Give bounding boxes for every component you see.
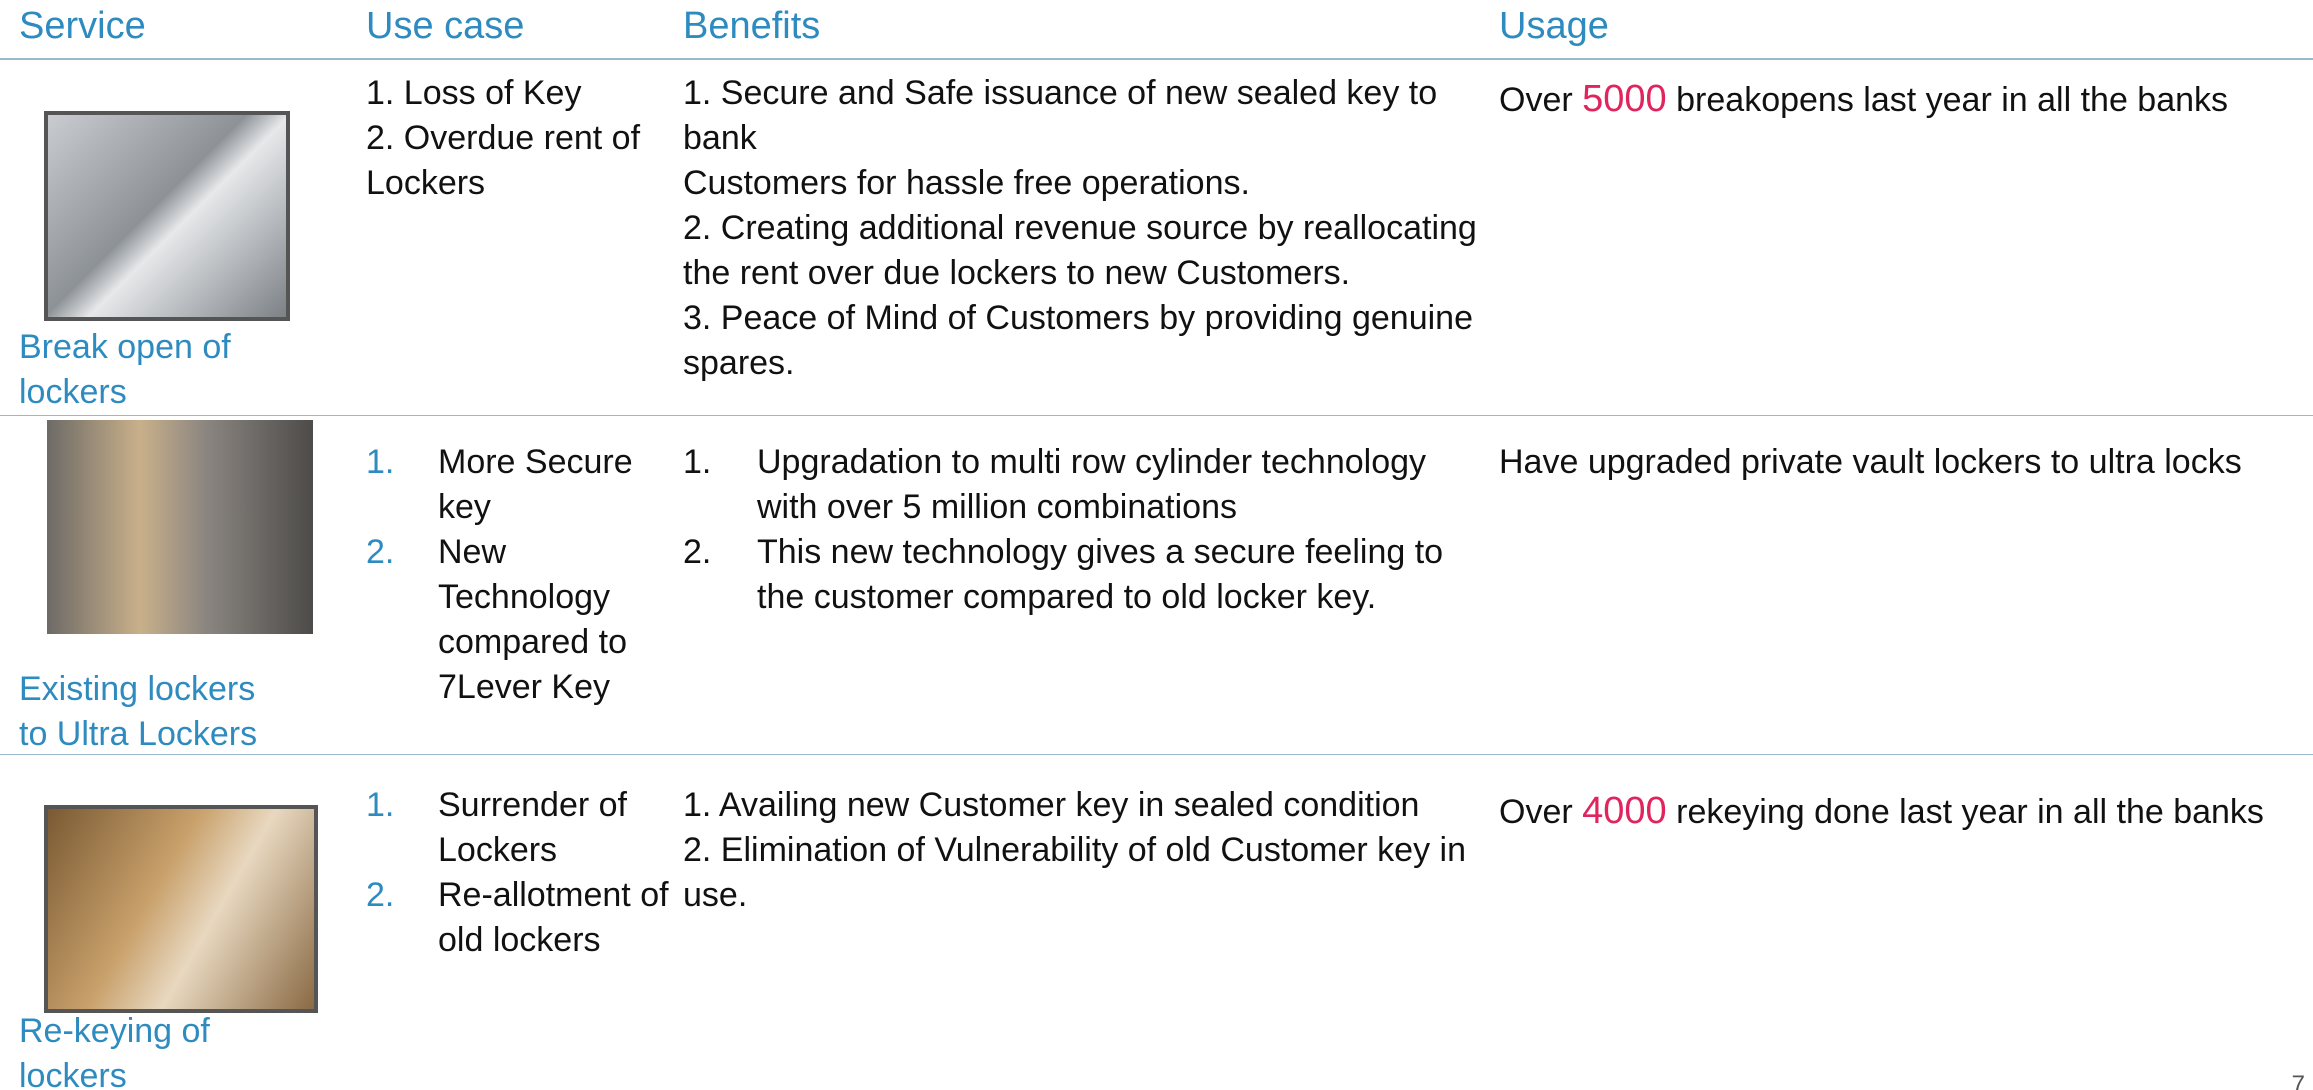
usage-highlight: 4000 bbox=[1582, 790, 1667, 832]
page-number: 7 bbox=[2291, 1071, 2305, 1090]
list-marker: 1. bbox=[366, 786, 395, 824]
locker-image bbox=[47, 420, 313, 634]
row-rule bbox=[0, 754, 2313, 755]
paragraph: 3. Peace of Mind of Customers by providi… bbox=[683, 299, 1474, 382]
list-marker: 1. bbox=[366, 443, 395, 481]
usage-cell: Have upgraded private vault lockers to u… bbox=[1499, 440, 2289, 485]
usage-text: Have upgraded private vault lockers to u… bbox=[1499, 443, 2242, 481]
list-marker: 2. bbox=[366, 876, 395, 914]
locker-image bbox=[44, 111, 290, 321]
column-header: Service bbox=[19, 5, 146, 47]
service-label: Existing lockers to Ultra Lockers bbox=[19, 670, 258, 753]
usage-text: Over bbox=[1499, 81, 1573, 119]
list-item: 2. This new technology gives a secure fee… bbox=[683, 530, 1483, 620]
list-text: More Secure key bbox=[438, 443, 633, 526]
list-text: This new technology gives a secure feeli… bbox=[757, 533, 1444, 616]
list-text: New Technology compared to 7Lever Key bbox=[438, 533, 627, 706]
usage-highlight: 5000 bbox=[1582, 78, 1667, 120]
service-label: Re-keying of lockers bbox=[19, 1012, 210, 1090]
paragraph: 1. Secure and Safe issuance of new seale… bbox=[683, 74, 1438, 157]
list-marker: 2. bbox=[366, 533, 395, 571]
list-text: Re-allotment of old lockers bbox=[438, 876, 669, 959]
paragraph: 1. Availing new Customer key in sealed c… bbox=[683, 786, 1420, 824]
locker-image bbox=[44, 805, 318, 1013]
benefits-cell: 1. Availing new Customer key in sealed c… bbox=[683, 783, 1483, 918]
benefits-cell: 1. Secure and Safe issuance of new seale… bbox=[683, 71, 1483, 386]
usage-text: rekeying done last year in all the banks bbox=[1676, 793, 2264, 831]
paragraph: 2. Creating additional revenue source by… bbox=[683, 209, 1477, 292]
usage-cell: Over 5000 breakopens last year in all th… bbox=[1499, 77, 2289, 123]
list-item: 2. New Technology compared to 7Lever Key bbox=[366, 530, 676, 710]
usage-cell: Over 4000 rekeying done last year in all… bbox=[1499, 789, 2289, 835]
header-rule bbox=[0, 58, 2313, 60]
paragraph: Customers for hassle free operations. bbox=[683, 164, 1250, 202]
paragraph: 1. Loss of Key bbox=[366, 74, 582, 112]
list-text: Upgradation to multi row cylinder techno… bbox=[757, 443, 1427, 526]
column-header: Benefits bbox=[683, 5, 821, 47]
use-case-cell: 1. More Secure key 2. New Technology compar… bbox=[366, 440, 676, 710]
column-header: Use case bbox=[366, 5, 525, 47]
list-item: 1. More Secure key bbox=[366, 440, 676, 530]
list-text: Surrender of Lockers bbox=[438, 786, 627, 869]
list-marker: 1. bbox=[683, 443, 712, 481]
row-rule bbox=[0, 415, 2313, 416]
usage-text: breakopens last year in all the banks bbox=[1676, 81, 2229, 119]
benefits-cell: 1. Upgradation to multi row cylinder tech… bbox=[683, 440, 1483, 620]
list-item: 1. Upgradation to multi row cylinder tech… bbox=[683, 440, 1483, 530]
use-case-cell: 1. Loss of Key 2. Overdue rent of Lockers bbox=[366, 71, 676, 206]
paragraph: 2. Elimination of Vulnerability of old C… bbox=[683, 831, 1466, 914]
column-header: Usage bbox=[1499, 5, 1609, 47]
paragraph: 2. Overdue rent of Lockers bbox=[366, 119, 641, 202]
list-marker: 2. bbox=[683, 533, 712, 571]
service-label: Break open of lockers bbox=[19, 328, 231, 411]
list-item: 1. Surrender of Lockers bbox=[366, 783, 676, 873]
use-case-cell: 1. Surrender of Lockers 2. Re-allotment of … bbox=[366, 783, 676, 963]
usage-text: Over bbox=[1499, 793, 1573, 831]
list-item: 2. Re-allotment of old lockers bbox=[366, 873, 676, 963]
